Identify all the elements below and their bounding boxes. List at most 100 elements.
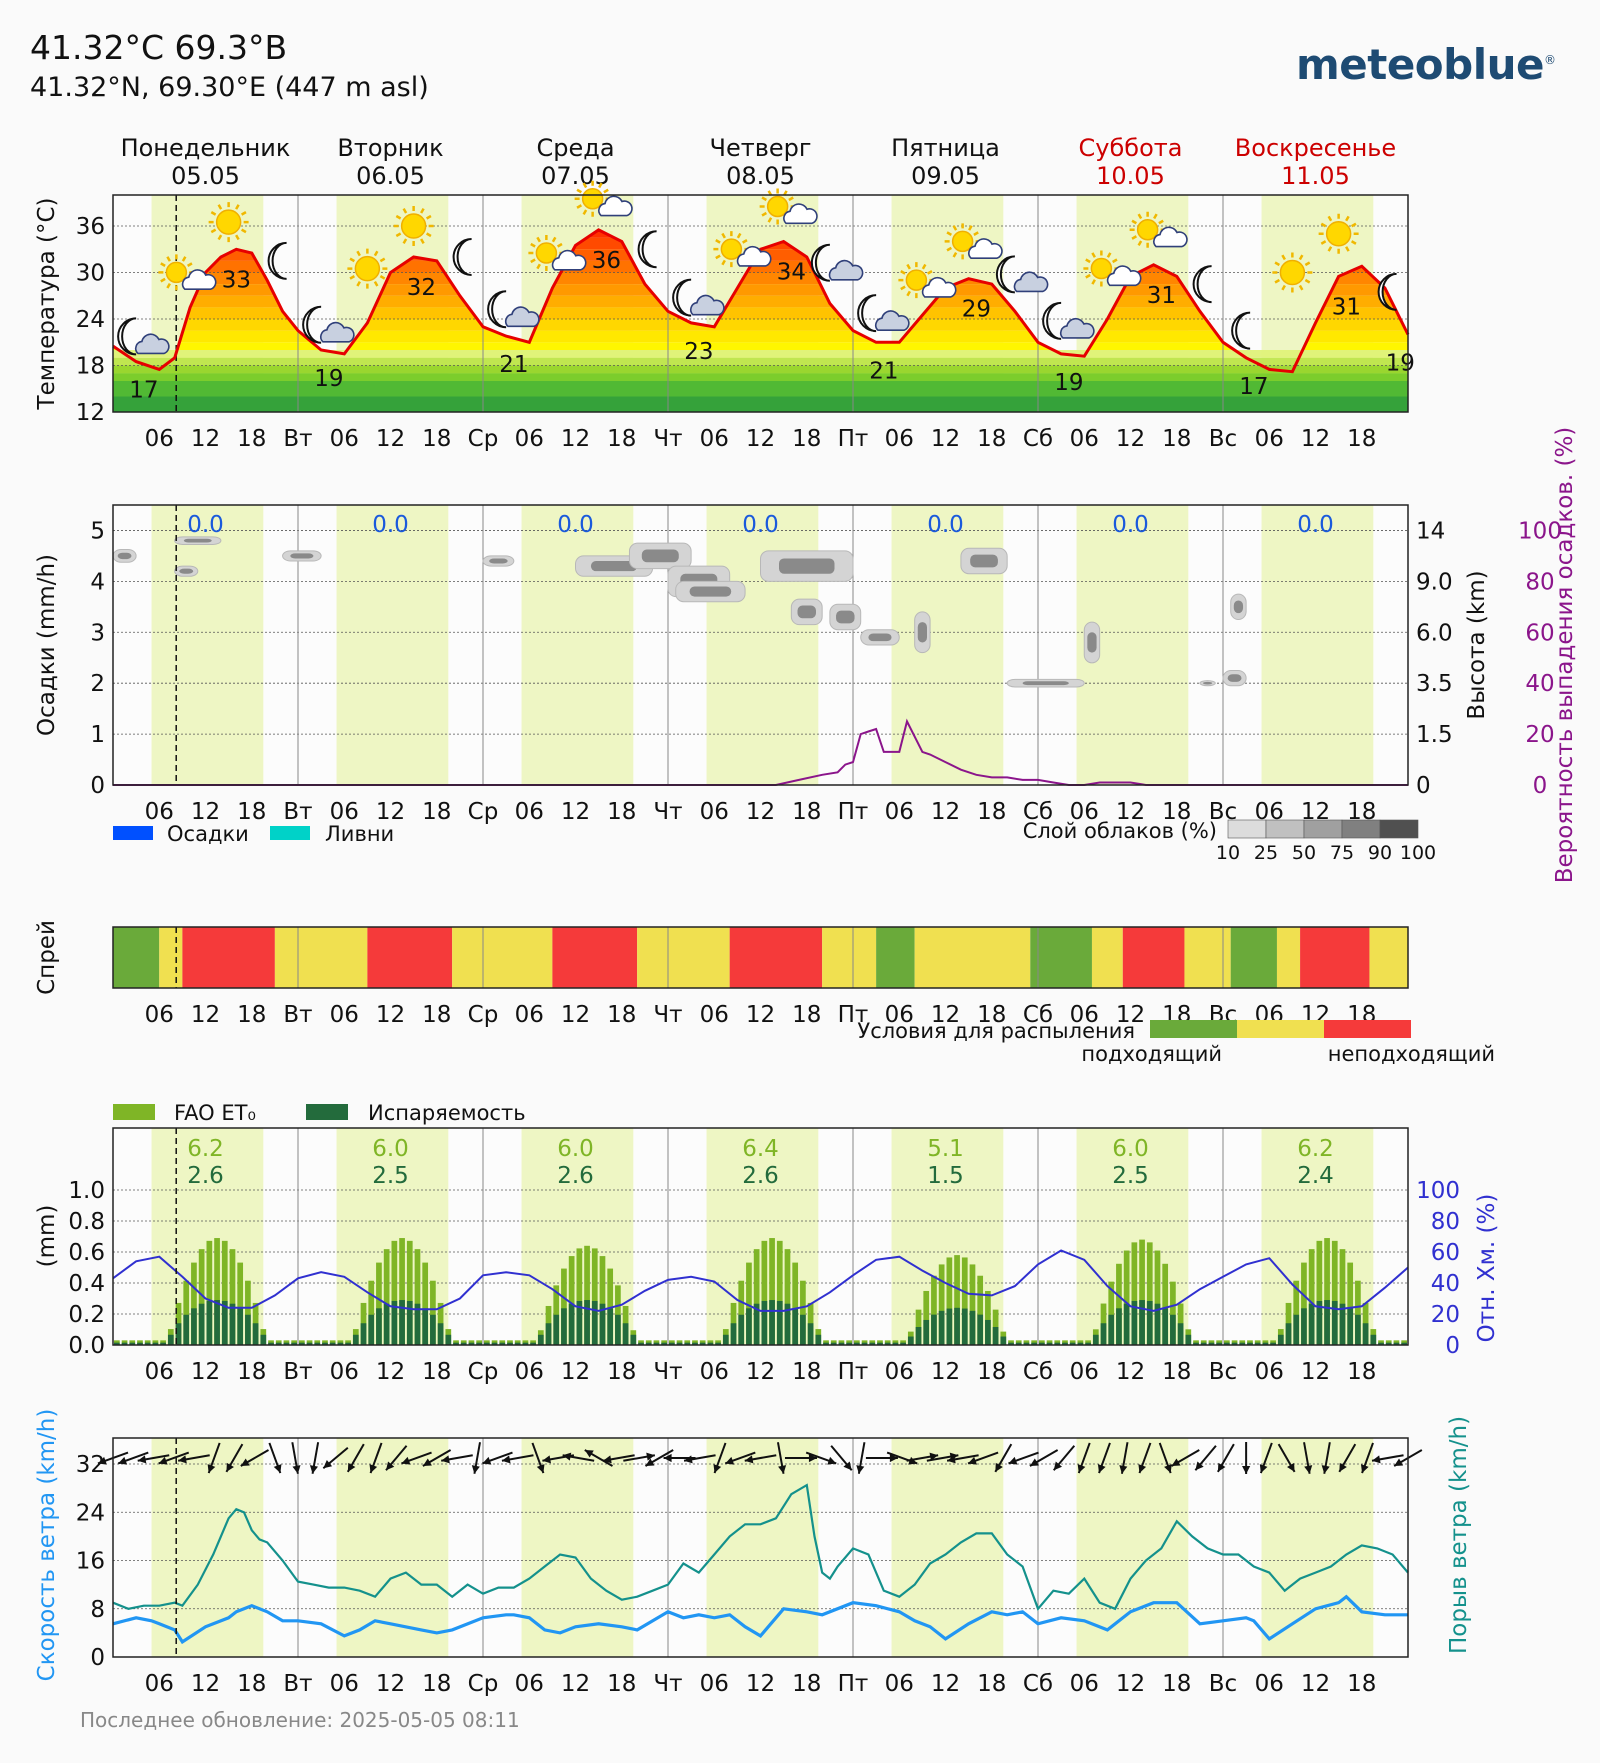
x-tick-label-hour: 12 [191, 799, 220, 825]
cloud-icon [874, 310, 910, 332]
sun-ray [1137, 213, 1143, 220]
moon-icon [1192, 265, 1212, 304]
et0-bar [206, 1240, 213, 1345]
height-tick-label: 9.0 [1416, 569, 1453, 595]
x-tick-label-hour: 18 [237, 426, 266, 452]
evap-bar [345, 1342, 351, 1345]
sun-ray [946, 231, 952, 236]
arrow-head [684, 1455, 693, 1464]
temperature-label: 23 [684, 339, 713, 365]
evap-bar [237, 1308, 244, 1345]
spray-segment [452, 927, 553, 988]
evap-bar [1123, 1303, 1130, 1345]
x-tick-label-hour: 12 [931, 1671, 960, 1697]
arrow-head [1339, 1462, 1347, 1472]
evap-bar [491, 1342, 498, 1345]
temperature-label: 36 [592, 248, 621, 274]
sun-ray [395, 214, 402, 220]
et0-bar [383, 1249, 390, 1345]
cloud-icon [828, 259, 864, 281]
evap-bar [1239, 1342, 1246, 1345]
evap-bar [715, 1342, 721, 1345]
evap-bar [1285, 1323, 1292, 1345]
temperature-line [112, 228, 1410, 374]
evap-bar [1085, 1342, 1091, 1345]
x-tick-label-day: Вт [283, 1002, 312, 1028]
arrow-head [1372, 1455, 1381, 1464]
evap-bar [869, 1342, 876, 1345]
sun-icon [158, 254, 195, 291]
evap-bar [1015, 1342, 1022, 1345]
cloud-layer-dense [1227, 674, 1242, 682]
evap-bar [260, 1334, 267, 1345]
arrow-head [584, 1450, 594, 1458]
et0-bar [961, 1257, 968, 1345]
daylight-band [151, 505, 264, 785]
legend-swatch-et0 [113, 1104, 155, 1120]
evap-bar [468, 1342, 475, 1345]
day-name: Вторник [337, 134, 443, 162]
cloud-layer-dense [489, 558, 508, 564]
et0-bar [1347, 1262, 1354, 1345]
x-tick-label-hour: 12 [931, 1002, 960, 1028]
et0-bar [245, 1280, 251, 1345]
arrow-head [645, 1458, 655, 1466]
arrow-head [385, 1461, 395, 1471]
arrow-head [471, 1465, 480, 1474]
arrow-head [501, 1455, 511, 1464]
x-tick-label-hour: 12 [746, 1671, 775, 1697]
evap-bar [1293, 1314, 1300, 1345]
x-tick-label-hour: 18 [422, 799, 451, 825]
wind-direction-arrow [865, 1453, 898, 1463]
wind-direction-arrow [137, 1454, 170, 1464]
sun-ray [530, 258, 536, 264]
plot-frame [112, 926, 1409, 989]
legend-swatch-showers [270, 826, 310, 840]
wind-direction-arrow [158, 1451, 190, 1465]
x-tick-label-hour: 12 [561, 799, 590, 825]
evap-bar [892, 1342, 899, 1345]
wind-direction-arrow [441, 1454, 473, 1464]
daylight-band [1261, 1438, 1374, 1657]
et0-bar [1108, 1281, 1115, 1345]
evap-bar [291, 1342, 297, 1345]
x-tick-label-hour: 06 [885, 1671, 914, 1697]
sun-ray [425, 232, 432, 238]
evap-bar [1370, 1334, 1377, 1345]
x-tick-label-hour: 18 [237, 1359, 266, 1385]
cloud-shape [134, 333, 170, 355]
sun-ray [217, 204, 223, 210]
cloud-shape [1106, 265, 1142, 287]
wind-direction-arrow [268, 1442, 282, 1474]
sun-ray [1131, 219, 1137, 225]
sun-ray [217, 234, 223, 241]
probability-tick-label: 40 [1525, 671, 1554, 697]
y-axis-label: Осадки (mm/h) [34, 554, 60, 736]
x-tick-label-hour: 06 [330, 1359, 359, 1385]
meteoblue-logo[interactable]: meteoblue® [1296, 40, 1556, 89]
evap-bar [1270, 1342, 1276, 1345]
moon-icon [117, 317, 137, 356]
cloud-shape [504, 306, 540, 328]
cloud-legend-tick: 25 [1254, 842, 1278, 864]
x-tick-label-hour: 12 [1116, 1671, 1145, 1697]
sun-ray [906, 290, 911, 297]
probability-tick-label: 0 [1533, 773, 1548, 799]
x-tick-label-day: Чт [653, 1359, 682, 1385]
et0-bar [422, 1262, 429, 1345]
et0-bar [599, 1256, 606, 1345]
moon-shape [810, 243, 830, 282]
evap-bar [1062, 1342, 1068, 1345]
wind-direction-arrow [240, 1449, 269, 1467]
cloud-layer-dense [179, 568, 194, 574]
evap-bar [152, 1342, 159, 1345]
y-tick-label: 2 [90, 671, 105, 697]
evap-bar [630, 1334, 637, 1345]
x-tick-label-hour: 06 [1070, 1671, 1099, 1697]
arrow-head [1077, 1464, 1086, 1474]
x-tick-label-hour: 18 [237, 1002, 266, 1028]
daily-precip-total: 0.0 [1297, 512, 1334, 538]
sun-ray [582, 209, 588, 215]
day-date: 09.05 [911, 162, 980, 190]
